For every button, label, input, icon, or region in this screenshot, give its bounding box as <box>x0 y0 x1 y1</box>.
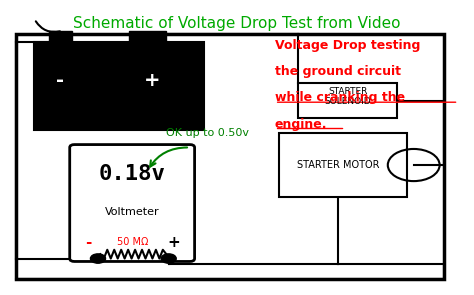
Text: 0.18v: 0.18v <box>99 164 166 184</box>
Text: 50 MΩ: 50 MΩ <box>117 237 148 248</box>
Bar <box>35 42 204 130</box>
Bar <box>128 31 166 42</box>
Text: STARTER
SOLENOID: STARTER SOLENOID <box>324 87 371 106</box>
Text: +: + <box>144 71 160 90</box>
Bar <box>298 83 397 118</box>
FancyBboxPatch shape <box>70 145 195 261</box>
Bar <box>16 34 444 279</box>
Text: engine.: engine. <box>275 118 327 131</box>
Text: Voltage Drop testing: Voltage Drop testing <box>275 39 420 52</box>
Text: Voltmeter: Voltmeter <box>105 207 160 217</box>
Bar <box>48 31 72 42</box>
Text: -: - <box>85 235 92 250</box>
Text: OK up to 0.50v: OK up to 0.50v <box>166 128 249 138</box>
Text: the ground circuit: the ground circuit <box>275 65 401 78</box>
Circle shape <box>161 254 176 263</box>
Text: -: - <box>56 71 64 90</box>
Text: +: + <box>167 235 180 250</box>
Circle shape <box>91 254 106 263</box>
Text: Schematic of Voltage Drop Test from Video: Schematic of Voltage Drop Test from Vide… <box>73 16 401 31</box>
Text: STARTER MOTOR: STARTER MOTOR <box>297 160 380 170</box>
Text: while cranking the: while cranking the <box>275 91 405 104</box>
Bar <box>279 133 407 197</box>
